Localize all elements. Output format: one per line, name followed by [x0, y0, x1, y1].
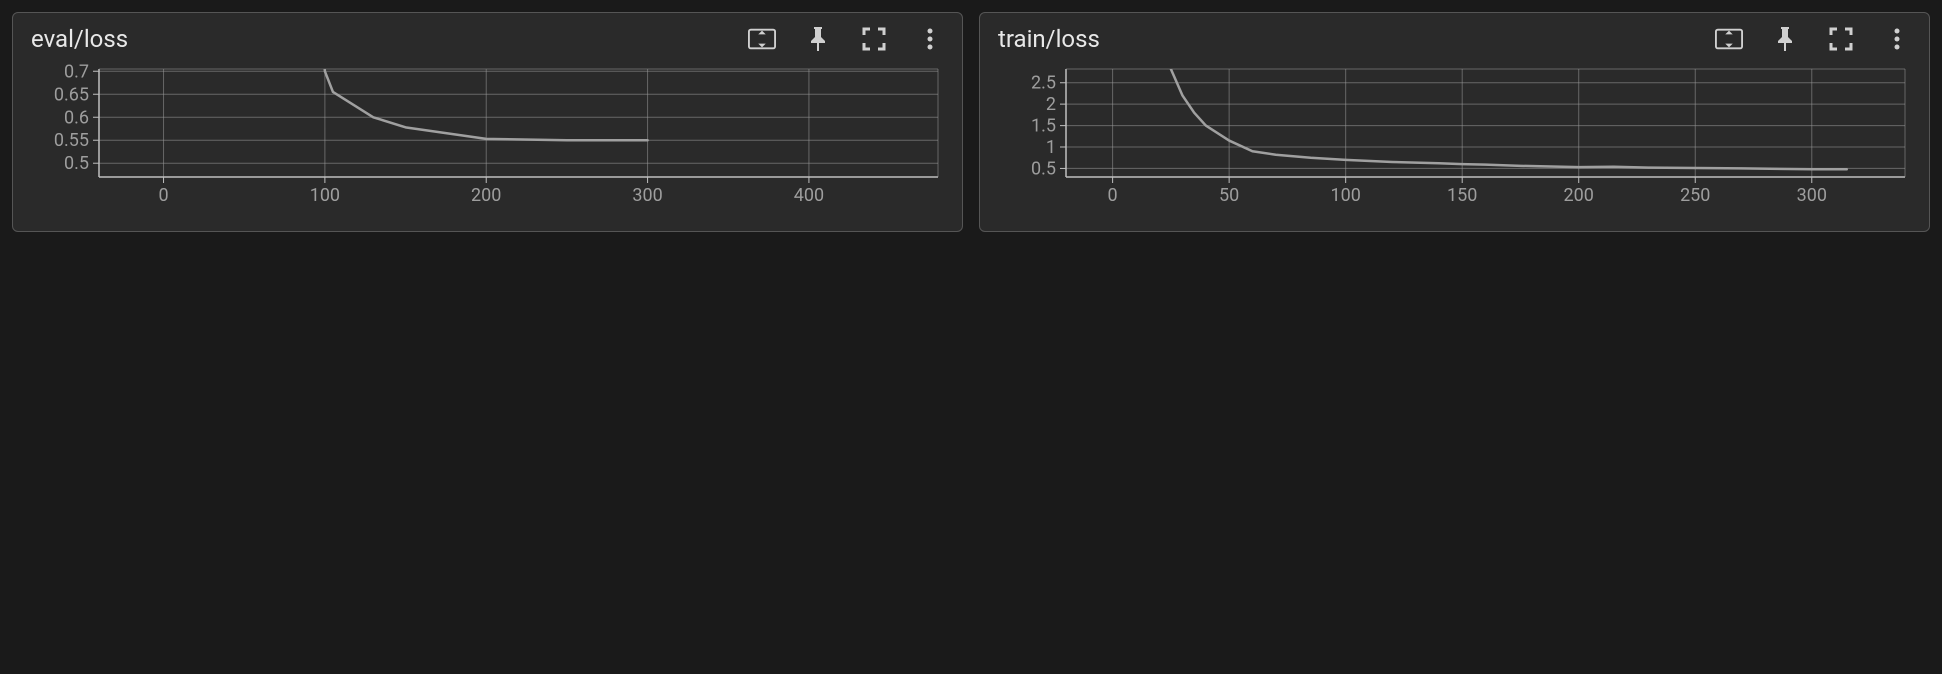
svg-text:2: 2: [1046, 94, 1056, 115]
pin-icon[interactable]: [804, 25, 832, 53]
chart-area: 0 100 200 300 400 0.50.550.60.65 0.7: [13, 59, 962, 231]
svg-text:0: 0: [1108, 185, 1118, 206]
svg-text:0.7: 0.7: [64, 63, 89, 82]
pin-icon[interactable]: [1771, 25, 1799, 53]
svg-text:300: 300: [1797, 185, 1827, 206]
svg-text:2.5: 2.5: [1031, 73, 1056, 94]
panel-header: train/loss: [980, 13, 1929, 59]
chart-panel-eval-loss: eval/loss: [12, 12, 963, 232]
svg-text:0.55: 0.55: [54, 130, 89, 151]
ruler-icon[interactable]: [748, 25, 776, 53]
svg-text:400: 400: [794, 185, 824, 206]
svg-text:250: 250: [1680, 185, 1710, 206]
panel-header: eval/loss: [13, 13, 962, 59]
svg-text:50: 50: [1219, 185, 1239, 206]
svg-text:100: 100: [310, 185, 340, 206]
svg-text:150: 150: [1447, 185, 1477, 206]
svg-text:100: 100: [1330, 185, 1360, 206]
chart-area: 0 50 100 150 200 250 300 0.511.522.5: [980, 59, 1929, 231]
svg-text:1: 1: [1046, 137, 1056, 158]
more-icon[interactable]: [916, 25, 944, 53]
svg-text:0.5: 0.5: [1031, 158, 1056, 179]
svg-text:200: 200: [471, 185, 501, 206]
fullscreen-icon[interactable]: [860, 25, 888, 53]
chart-panel-train-loss: train/loss: [979, 12, 1930, 232]
panel-actions: [748, 25, 944, 53]
svg-text:0: 0: [158, 185, 168, 206]
panel-actions: [1715, 25, 1911, 53]
chart-svg-eval: 0 100 200 300 400 0.50.550.60.65 0.7: [27, 63, 948, 213]
svg-text:0.5: 0.5: [64, 153, 89, 174]
ruler-icon[interactable]: [1715, 25, 1743, 53]
svg-text:300: 300: [632, 185, 662, 206]
fullscreen-icon[interactable]: [1827, 25, 1855, 53]
svg-text:1.5: 1.5: [1031, 116, 1056, 137]
svg-text:0.6: 0.6: [64, 107, 89, 128]
panel-title: eval/loss: [31, 25, 128, 53]
svg-text:0.65: 0.65: [54, 84, 89, 105]
chart-svg-train: 0 50 100 150 200 250 300 0.511.522.5: [994, 63, 1915, 213]
more-icon[interactable]: [1883, 25, 1911, 53]
panel-title: train/loss: [998, 25, 1100, 53]
svg-text:200: 200: [1564, 185, 1594, 206]
